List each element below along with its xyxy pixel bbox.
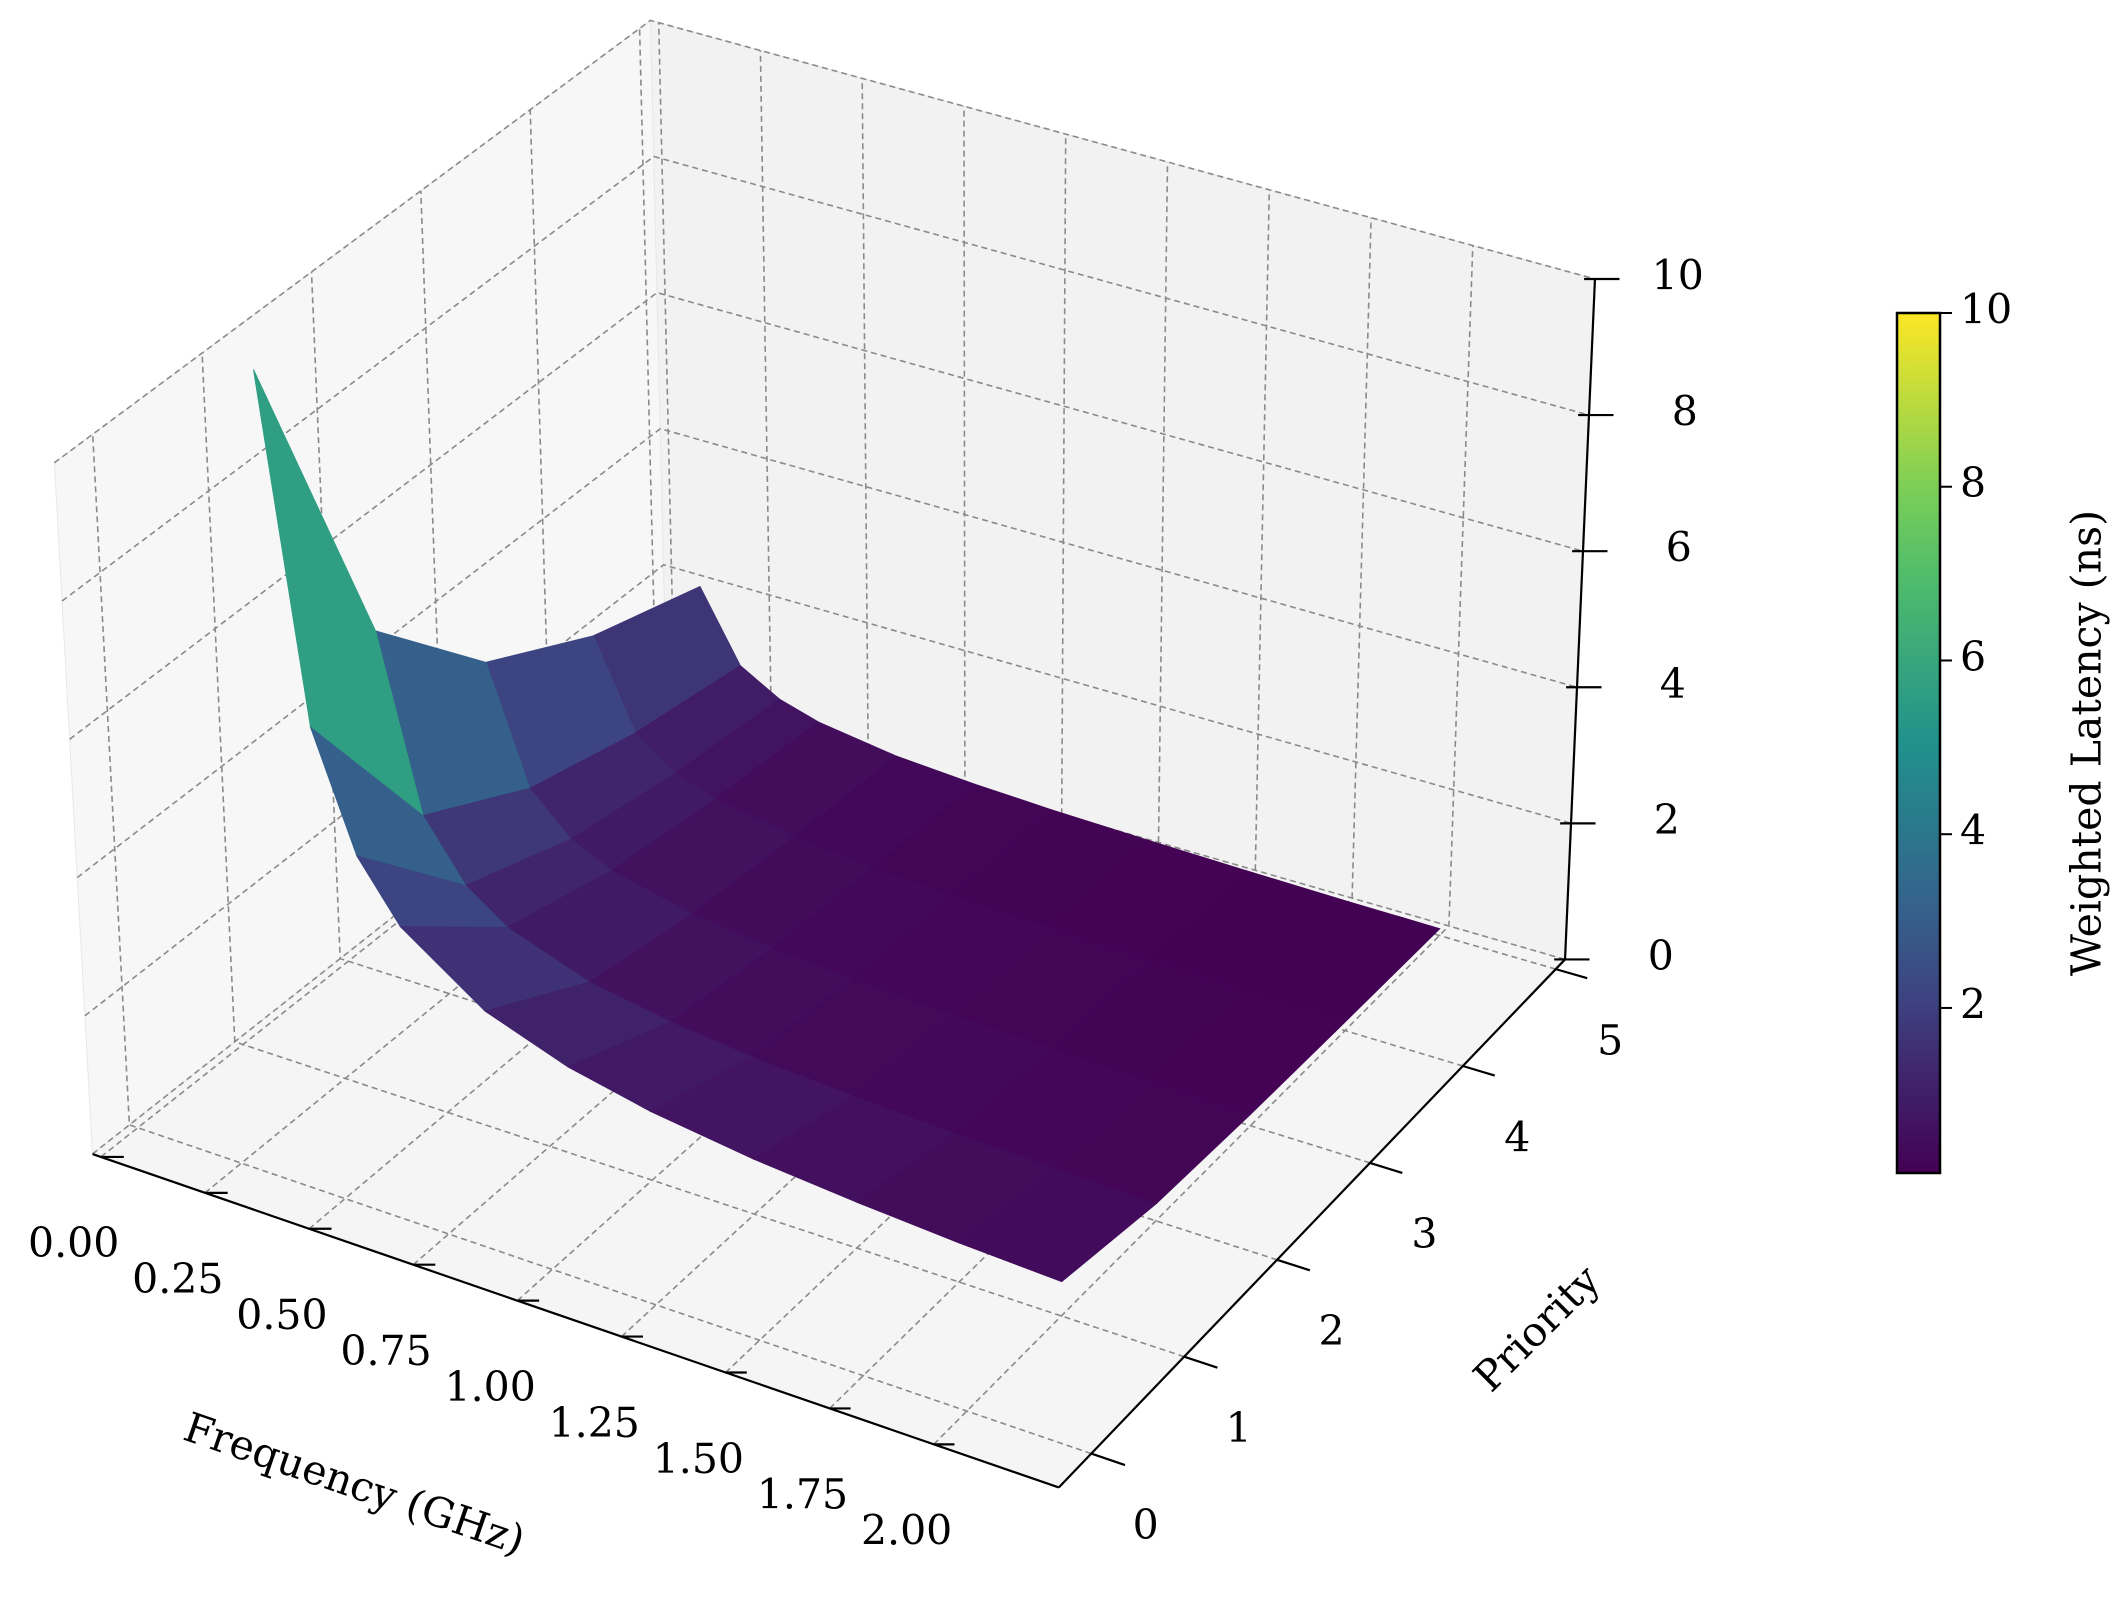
y-tick-label: 3 — [1411, 1210, 1437, 1258]
z-tick-label: 6 — [1666, 524, 1692, 572]
x-tick-label: 1.75 — [757, 1471, 848, 1519]
colorbar — [1895, 311, 1942, 1175]
x-tick-label: 1.00 — [444, 1363, 535, 1411]
surface — [253, 369, 1441, 1283]
colorbar-tick-label: 2 — [1960, 980, 1986, 1028]
grid-line — [412, 106, 966, 1266]
y-axis — [1057, 958, 1566, 1489]
axes: 0.00 0.25 0.50 0.75 1.00 1.25 1.50 1.75 2.00 0 1 2 3… — [28, 251, 2110, 1564]
z-tick-label: 10 — [1652, 251, 1704, 299]
z-tick-label: 0 — [1648, 932, 1674, 980]
x-axis — [92, 1153, 1060, 1489]
y-tick-label: 0 — [1133, 1501, 1159, 1549]
grid-line — [76, 427, 1578, 879]
y-tick — [1462, 1064, 1496, 1077]
y-tick-label: 2 — [1318, 1307, 1344, 1355]
x-tick-label: 0.25 — [132, 1255, 223, 1303]
x-tick-label: 0.75 — [340, 1327, 431, 1375]
y-tick — [1090, 1452, 1126, 1467]
grid-line — [69, 291, 1584, 740]
z-tick-label: 8 — [1672, 388, 1698, 436]
colorbar-tick-label: 4 — [1960, 807, 1986, 855]
grid-line — [53, 19, 1596, 464]
x-tick-label: 1.25 — [549, 1399, 640, 1447]
z-axis — [1563, 278, 1597, 960]
y-tick — [1369, 1161, 1403, 1175]
x-tick-label: 1.50 — [653, 1435, 744, 1483]
grid-line — [516, 134, 1067, 1302]
y-tick — [1276, 1258, 1311, 1272]
grid-line — [84, 563, 1572, 1017]
colorbar-tick-label: 8 — [1960, 459, 1986, 507]
z-tick-label: 4 — [1660, 660, 1686, 708]
y-axis-label: Priority — [1464, 1255, 1610, 1401]
colorbar-label: Weighted Latency (ns) — [2063, 510, 2111, 976]
x-tick-label: 0.50 — [236, 1291, 327, 1339]
grid-line — [61, 155, 1590, 602]
colorbar-tick-label: 10 — [1960, 286, 2012, 334]
x-tick-label: 0.00 — [28, 1219, 119, 1267]
y-tick-label: 1 — [1226, 1404, 1252, 1452]
x-axis-label: Frequency (GHz) — [178, 1403, 531, 1565]
y-tick — [1555, 968, 1588, 980]
colorbar-tick-label: 6 — [1960, 633, 1986, 681]
y-tick-label: 4 — [1504, 1113, 1530, 1161]
surface-patch — [958, 1167, 1158, 1283]
y-tick — [1183, 1355, 1218, 1369]
z-tick-label: 2 — [1654, 796, 1680, 844]
y-tick-label: 5 — [1597, 1016, 1623, 1064]
x-tick-label: 2.00 — [861, 1507, 952, 1555]
